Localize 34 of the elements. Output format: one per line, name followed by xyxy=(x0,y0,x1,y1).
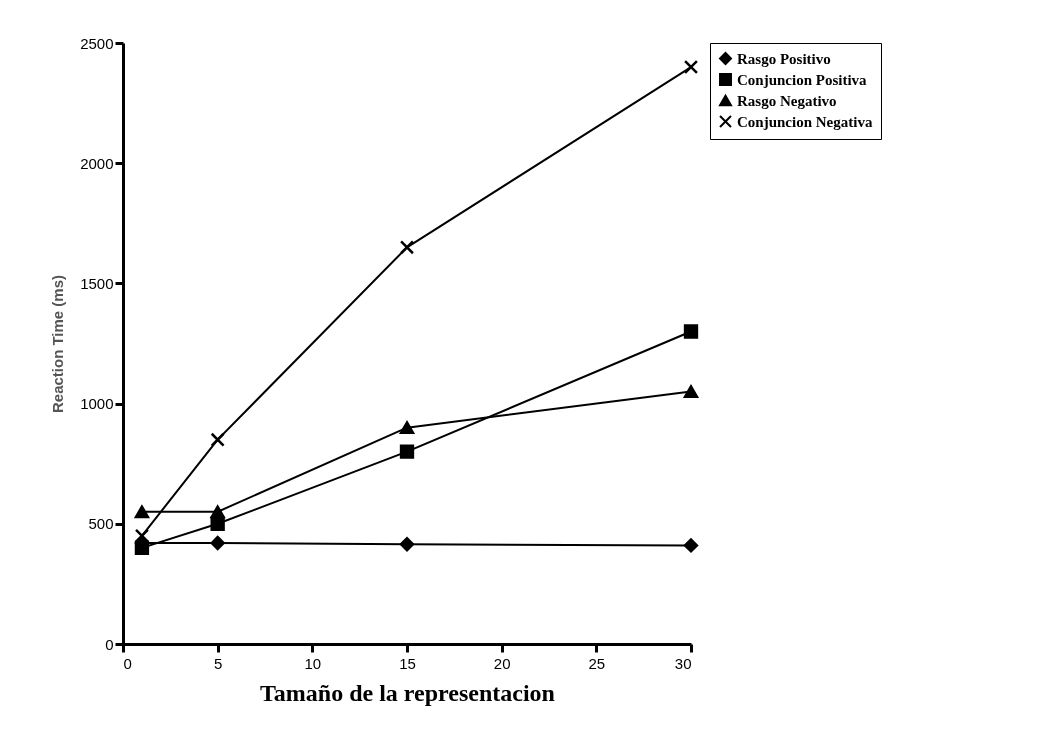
point xyxy=(399,421,415,435)
legend-label: Rasgo Negativo xyxy=(737,92,837,109)
point xyxy=(683,385,699,398)
point xyxy=(210,516,225,531)
y-axis-title: Reaction Time (ms) xyxy=(49,274,67,414)
point xyxy=(399,444,415,459)
point xyxy=(399,537,415,552)
x-tick-label: 0 xyxy=(123,654,132,672)
x-tick-label: 10 xyxy=(304,654,322,672)
point xyxy=(683,538,699,553)
point xyxy=(210,505,225,519)
legend-label: Conjuncion Negativa xyxy=(737,113,873,130)
y-tick-label: 500 xyxy=(88,515,114,533)
x-tick-label: 20 xyxy=(493,654,511,672)
point xyxy=(134,505,150,519)
legend-label: Rasgo Positivo xyxy=(737,50,831,67)
point xyxy=(683,59,699,75)
x-axis-title: Tamaño de la representacion xyxy=(260,679,555,706)
y-tick-label: 1000 xyxy=(80,395,114,413)
x-tick-label: 25 xyxy=(588,654,606,672)
y-tick-label: 2000 xyxy=(80,154,114,172)
point xyxy=(210,432,225,447)
legend-label: Conjuncion Positiva xyxy=(737,71,868,88)
point xyxy=(399,240,415,255)
y-tick-label: 0 xyxy=(105,635,114,653)
x-tick-label: 5 xyxy=(213,654,223,672)
x-tick-label: 15 xyxy=(399,654,416,672)
point xyxy=(134,528,150,543)
point xyxy=(134,540,150,556)
y-tick-label: 2500 xyxy=(80,34,114,52)
point xyxy=(683,324,699,339)
point xyxy=(210,535,225,551)
x-tick-label: 30 xyxy=(674,654,692,672)
y-tick-label: 1500 xyxy=(80,274,114,292)
